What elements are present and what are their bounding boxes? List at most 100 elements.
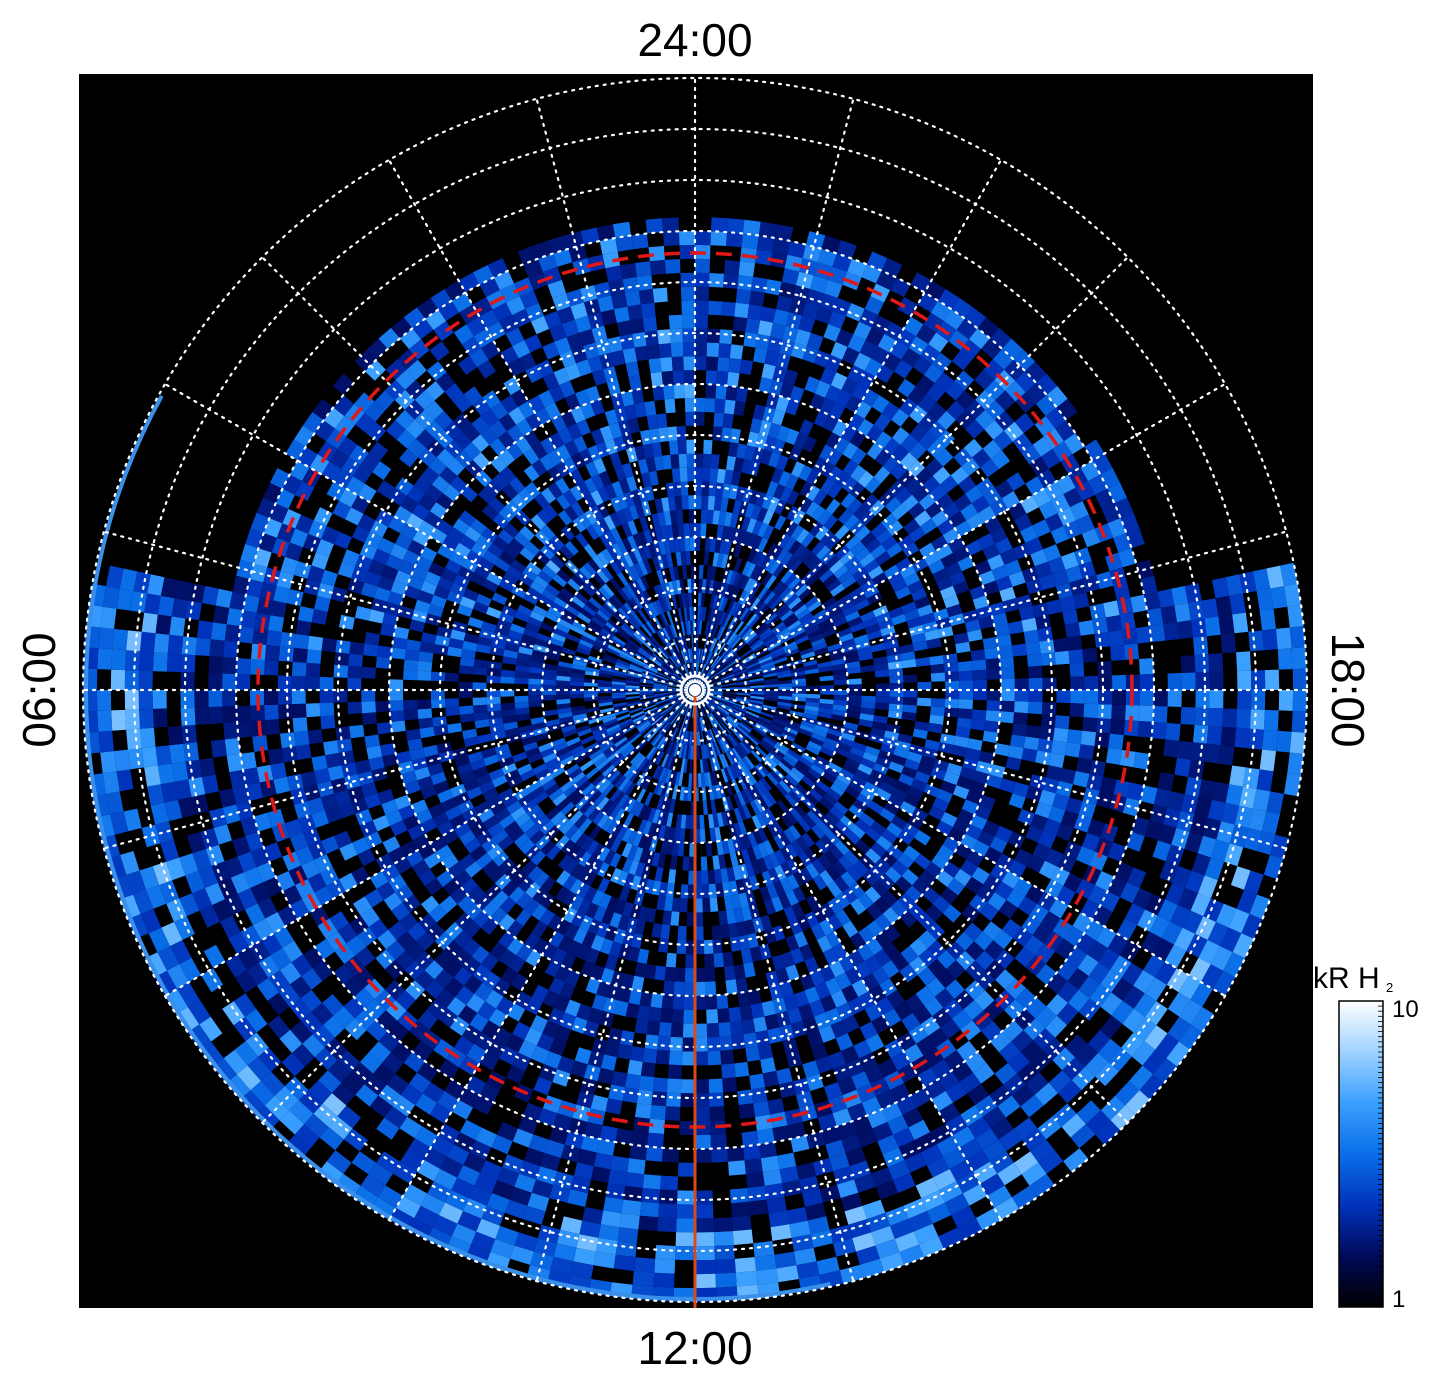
emission-cell xyxy=(236,705,251,722)
emission-cell xyxy=(717,705,730,715)
emission-cell xyxy=(236,658,251,675)
emission-cell xyxy=(650,714,663,725)
emission-cell xyxy=(678,651,685,665)
emission-cell xyxy=(734,1061,750,1078)
emission-cell xyxy=(747,705,762,712)
emission-cell xyxy=(1137,721,1153,738)
emission-cell xyxy=(417,708,433,720)
emission-cell xyxy=(695,1134,711,1149)
emission-cell xyxy=(686,453,695,468)
emission-cell xyxy=(390,647,406,660)
emission-cell xyxy=(689,662,693,677)
emission-cell xyxy=(1194,654,1210,673)
emission-cell xyxy=(319,702,335,717)
emission-cell xyxy=(664,398,676,414)
emission-cell xyxy=(736,680,751,685)
emission-cell xyxy=(683,523,690,538)
emission-cell xyxy=(305,662,321,677)
emission-cell xyxy=(705,384,717,399)
emission-cell xyxy=(1139,705,1154,722)
emission-cell xyxy=(445,706,460,717)
emission-cell xyxy=(706,1009,719,1024)
emission-cell xyxy=(708,680,722,686)
emission-cell xyxy=(622,276,639,293)
emission-cell xyxy=(706,356,719,371)
emission-cell xyxy=(738,722,752,733)
emission-cell xyxy=(226,753,243,773)
emission-cell xyxy=(712,426,723,441)
emission-cell xyxy=(722,693,737,698)
emission-cell xyxy=(671,673,684,683)
emission-cell xyxy=(270,762,287,780)
emission-cell xyxy=(627,1158,646,1175)
emission-cell xyxy=(710,655,720,668)
emission-cell xyxy=(671,897,681,912)
emission-cell xyxy=(639,692,654,696)
emission-cell xyxy=(734,302,750,319)
emission-cell xyxy=(722,951,734,967)
emission-cell xyxy=(654,735,664,748)
emission-cell xyxy=(625,685,640,689)
emission-cell xyxy=(528,695,543,702)
emission-cell xyxy=(833,679,848,686)
emission-cell xyxy=(264,644,280,661)
emission-cell xyxy=(682,342,695,357)
emission-cell xyxy=(684,663,691,678)
emission-cell xyxy=(183,742,200,762)
emission-cell xyxy=(679,467,688,482)
emission-cell xyxy=(639,691,654,694)
emission-cell xyxy=(731,1034,746,1050)
emission-cell xyxy=(1092,617,1109,634)
emission-cell xyxy=(702,649,708,664)
emission-cell xyxy=(716,664,729,674)
emission-cell xyxy=(685,663,691,677)
emission-cell xyxy=(708,687,723,689)
emission-cell xyxy=(695,995,707,1010)
emission-cell xyxy=(723,273,739,289)
emission-cell xyxy=(670,1023,684,1038)
emission-cell xyxy=(278,704,293,720)
emission-cell xyxy=(691,731,694,746)
emission-cell xyxy=(1135,626,1152,644)
emission-cell xyxy=(714,741,722,756)
emission-cell xyxy=(736,691,751,694)
emission-cell xyxy=(658,343,672,358)
emission-cell xyxy=(930,663,945,674)
emission-cell xyxy=(729,635,740,648)
emission-cell xyxy=(224,624,241,642)
emission-cell xyxy=(1177,620,1193,640)
emission-cell xyxy=(695,231,711,246)
emission-cell xyxy=(729,344,744,360)
emission-cell xyxy=(280,631,296,648)
emission-cell xyxy=(671,1009,684,1024)
emission-cell xyxy=(660,722,671,735)
emission-cell xyxy=(704,744,710,759)
emission-cell xyxy=(917,681,932,690)
emission-cell xyxy=(390,720,406,733)
emission-cell xyxy=(664,259,681,274)
emission-cell xyxy=(686,439,695,454)
emission-cell xyxy=(637,1005,651,1021)
emission-cell xyxy=(727,655,740,666)
emission-cell xyxy=(1139,690,1154,706)
emission-cell xyxy=(709,1106,726,1121)
emission-cell xyxy=(888,668,904,677)
emission-cell xyxy=(698,648,703,663)
emission-cell xyxy=(1054,715,1070,730)
emission-cell xyxy=(1188,600,1205,621)
emission-cell xyxy=(765,279,782,296)
emission-cell xyxy=(751,276,768,293)
emission-cell xyxy=(681,1051,695,1066)
emission-cell xyxy=(667,710,678,722)
emission-cell xyxy=(745,659,759,668)
emission-cell xyxy=(663,231,680,246)
emission-cell xyxy=(735,288,752,305)
emission-cell xyxy=(695,356,707,371)
emission-cell xyxy=(680,650,687,664)
emission-cell xyxy=(672,672,684,682)
emission-cell xyxy=(180,707,196,726)
emission-cell xyxy=(707,678,721,685)
emission-cell xyxy=(264,659,279,676)
emission-cell xyxy=(727,218,745,234)
emission-cell xyxy=(715,707,727,718)
